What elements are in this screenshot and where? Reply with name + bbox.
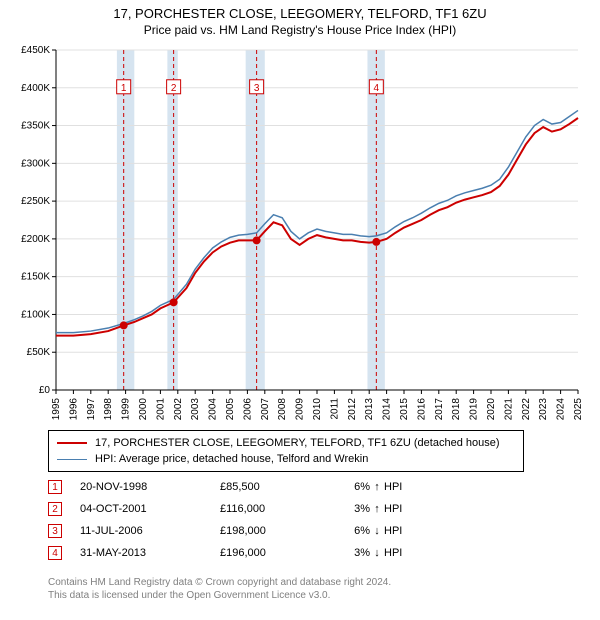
legend-label: HPI: Average price, detached house, Telf… xyxy=(95,453,368,465)
x-tick-label: 2007 xyxy=(260,398,271,421)
y-tick-label: £50K xyxy=(27,347,51,358)
x-tick-label: 1998 xyxy=(103,398,114,421)
x-tick-label: 2012 xyxy=(347,398,358,421)
price-point-marker xyxy=(253,236,261,244)
x-tick-label: 2015 xyxy=(399,398,410,421)
y-tick-label: £400K xyxy=(21,83,50,94)
x-tick-label: 2025 xyxy=(573,398,584,421)
legend-row: 17, PORCHESTER CLOSE, LEEGOMERY, TELFORD… xyxy=(57,435,515,451)
transaction-price: £196,000 xyxy=(220,547,320,559)
x-tick-label: 2024 xyxy=(556,398,567,421)
legend-row: HPI: Average price, detached house, Telf… xyxy=(57,451,515,467)
transaction-row: 3 11-JUL-2006£198,0006%↓HPI xyxy=(48,520,524,542)
x-tick-label: 1999 xyxy=(121,398,132,421)
attribution-line-1: Contains HM Land Registry data © Crown c… xyxy=(48,576,548,589)
x-tick-label: 2004 xyxy=(208,398,219,421)
transaction-date: 04-OCT-2001 xyxy=(80,503,220,515)
shade-band xyxy=(167,50,177,390)
event-number: 4 xyxy=(374,83,380,94)
transaction-marker: 4 xyxy=(48,546,62,560)
x-tick-label: 2006 xyxy=(242,398,253,421)
x-tick-label: 2003 xyxy=(190,398,201,421)
x-tick-label: 2002 xyxy=(173,398,184,421)
event-number: 2 xyxy=(171,83,177,94)
x-tick-label: 1995 xyxy=(51,398,62,421)
chart-titles: 17, PORCHESTER CLOSE, LEEGOMERY, TELFORD… xyxy=(0,0,600,37)
x-tick-label: 1996 xyxy=(68,398,79,421)
x-tick-label: 2016 xyxy=(416,398,427,421)
x-tick-label: 2023 xyxy=(538,398,549,421)
x-tick-label: 2010 xyxy=(312,398,323,421)
event-number: 3 xyxy=(254,83,260,94)
y-tick-label: £150K xyxy=(21,272,50,283)
arrow-up-icon: ↑ xyxy=(370,481,384,493)
transaction-row: 1 20-NOV-1998£85,5006%↑HPI xyxy=(48,476,524,498)
x-tick-label: 2011 xyxy=(329,398,340,420)
y-tick-label: £200K xyxy=(21,234,50,245)
event-number: 1 xyxy=(121,83,127,94)
y-tick-label: £350K xyxy=(21,121,50,132)
y-tick-label: £250K xyxy=(21,196,50,207)
y-tick-label: £300K xyxy=(21,158,50,169)
x-tick-label: 2014 xyxy=(382,398,393,421)
transaction-pct: 6% xyxy=(320,481,370,493)
transaction-pct: 3% xyxy=(320,547,370,559)
shade-band xyxy=(246,50,265,390)
arrow-down-icon: ↓ xyxy=(370,525,384,537)
x-tick-label: 2013 xyxy=(364,398,375,421)
attribution-line-2: This data is licensed under the Open Gov… xyxy=(48,589,548,602)
x-tick-label: 2021 xyxy=(503,398,514,421)
chart-plot: £0£50K£100K£150K£200K£250K£300K£350K£400… xyxy=(48,50,578,410)
shade-band xyxy=(117,50,134,390)
transaction-price: £85,500 xyxy=(220,481,320,493)
price-point-marker xyxy=(372,238,380,246)
x-tick-label: 2017 xyxy=(434,398,445,421)
transaction-date: 20-NOV-1998 xyxy=(80,481,220,493)
arrow-up-icon: ↑ xyxy=(370,503,384,515)
arrow-down-icon: ↓ xyxy=(370,547,384,559)
transaction-date: 31-MAY-2013 xyxy=(80,547,220,559)
x-tick-label: 2022 xyxy=(521,398,532,421)
transaction-hpi-label: HPI xyxy=(384,481,414,493)
x-tick-label: 2020 xyxy=(486,398,497,421)
transaction-hpi-label: HPI xyxy=(384,547,414,559)
y-tick-label: £100K xyxy=(21,309,50,320)
transaction-price: £116,000 xyxy=(220,503,320,515)
transaction-date: 11-JUL-2006 xyxy=(80,525,220,537)
chart-title-address: 17, PORCHESTER CLOSE, LEEGOMERY, TELFORD… xyxy=(0,6,600,21)
x-tick-label: 2001 xyxy=(155,398,166,421)
x-tick-label: 2019 xyxy=(469,398,480,421)
transaction-row: 4 31-MAY-2013£196,0003%↓HPI xyxy=(48,542,524,564)
transaction-row: 2 04-OCT-2001£116,0003%↑HPI xyxy=(48,498,524,520)
legend-swatch xyxy=(57,459,87,460)
transaction-pct: 6% xyxy=(320,525,370,537)
transaction-price: £198,000 xyxy=(220,525,320,537)
chart-title-subtitle: Price paid vs. HM Land Registry's House … xyxy=(0,23,600,37)
legend-label: 17, PORCHESTER CLOSE, LEEGOMERY, TELFORD… xyxy=(95,437,500,449)
y-tick-label: £0 xyxy=(39,385,51,396)
x-tick-label: 2000 xyxy=(138,398,149,421)
x-tick-label: 2009 xyxy=(295,398,306,421)
legend-box: 17, PORCHESTER CLOSE, LEEGOMERY, TELFORD… xyxy=(48,430,524,472)
transaction-hpi-label: HPI xyxy=(384,503,414,515)
transaction-marker: 3 xyxy=(48,524,62,538)
price-point-marker xyxy=(170,298,178,306)
legend-swatch xyxy=(57,442,87,444)
x-tick-label: 2018 xyxy=(451,398,462,421)
transaction-marker: 2 xyxy=(48,502,62,516)
transactions-table: 120-NOV-1998£85,5006%↑HPI204-OCT-2001£11… xyxy=(48,476,524,564)
transaction-pct: 3% xyxy=(320,503,370,515)
x-tick-label: 1997 xyxy=(86,398,97,421)
attribution-text: Contains HM Land Registry data © Crown c… xyxy=(48,576,548,602)
transaction-marker: 1 xyxy=(48,480,62,494)
transaction-hpi-label: HPI xyxy=(384,525,414,537)
x-tick-label: 2008 xyxy=(277,398,288,421)
price-point-marker xyxy=(120,321,128,329)
y-tick-label: £450K xyxy=(21,45,50,56)
x-tick-label: 2005 xyxy=(225,398,236,421)
